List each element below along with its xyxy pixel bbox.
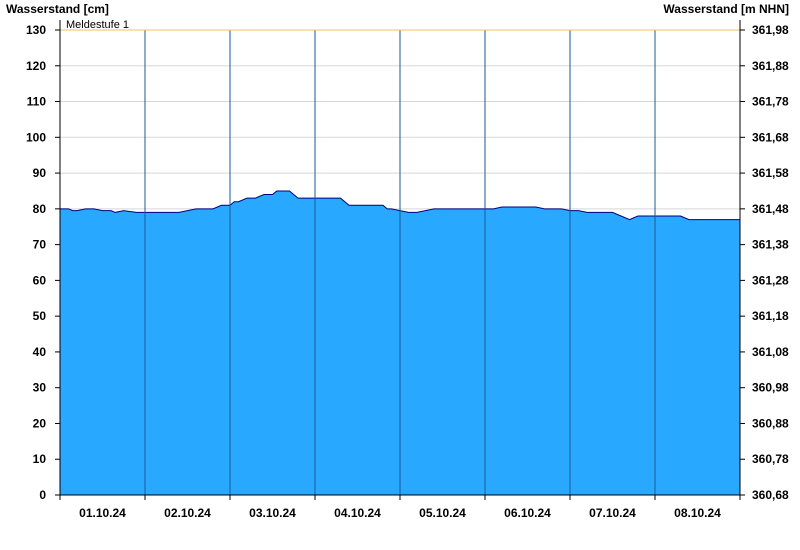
y-axis-left-title: Wasserstand [cm] (6, 2, 109, 16)
y-axis-right-ticks: 360,68 360,78 360,88 360,98 361,08 361,18 361,… (740, 23, 789, 502)
y-tick-label-right: 361,08 (752, 345, 789, 359)
y-tick-label-left: 50 (33, 309, 47, 323)
y-tick-label-right: 360,78 (752, 452, 789, 466)
water-level-line (60, 190, 740, 221)
y-tick-label-left: 130 (26, 23, 46, 37)
y-tick-label-left: 30 (33, 381, 47, 395)
y-tick-label-right: 360,98 (752, 381, 789, 395)
x-tick-label: 05.10.24 (419, 506, 466, 520)
y-tick-label-left: 70 (33, 238, 47, 252)
y-tick-label-right: 361,78 (752, 95, 789, 109)
y-tick-label-right: 360,88 (752, 416, 789, 430)
x-tick-label: 02.10.24 (164, 506, 211, 520)
y-axis-left-ticks: 0 10 20 30 40 50 60 70 80 90 100 110 120 130 (26, 23, 60, 502)
x-tick-label: 03.10.24 (249, 506, 296, 520)
x-tick-label: 01.10.24 (79, 506, 126, 520)
y-tick-label-right: 361,28 (752, 273, 789, 287)
x-tick-label: 08.10.24 (674, 506, 721, 520)
y-tick-label-left: 40 (33, 345, 47, 359)
y-tick-label-left: 60 (33, 273, 47, 287)
y-tick-label-left: 90 (33, 166, 47, 180)
y-tick-label-right: 361,88 (752, 59, 789, 73)
x-tick-label: 07.10.24 (589, 506, 636, 520)
x-tick-label: 04.10.24 (334, 506, 381, 520)
y-tick-label-right: 361,18 (752, 309, 789, 323)
x-axis-ticks: 01.10.24 02.10.24 03.10.24 04.10.24 05.10.24… (59, 495, 741, 520)
y-tick-label-right: 361,58 (752, 166, 789, 180)
day-separators (144, 30, 656, 495)
y-tick-label-left: 120 (26, 59, 46, 73)
y-tick-label-right: 360,68 (752, 488, 789, 502)
y-tick-label-right: 361,48 (752, 202, 789, 216)
y-tick-label-left: 100 (26, 130, 46, 144)
y-tick-label-right: 361,68 (752, 130, 789, 144)
y-tick-label-left: 80 (33, 202, 47, 216)
y-tick-label-right: 361,38 (752, 238, 789, 252)
y-axis-right-title: Wasserstand [m NHN] (663, 2, 789, 16)
y-tick-label-left: 0 (39, 488, 46, 502)
y-tick-label-left: 10 (33, 452, 47, 466)
y-tick-label-right: 361,98 (752, 23, 789, 37)
x-tick-label: 06.10.24 (504, 506, 551, 520)
threshold-label: Meldestufe 1 (66, 19, 129, 31)
y-tick-label-left: 20 (33, 416, 47, 430)
y-tick-label-left: 110 (27, 95, 47, 109)
